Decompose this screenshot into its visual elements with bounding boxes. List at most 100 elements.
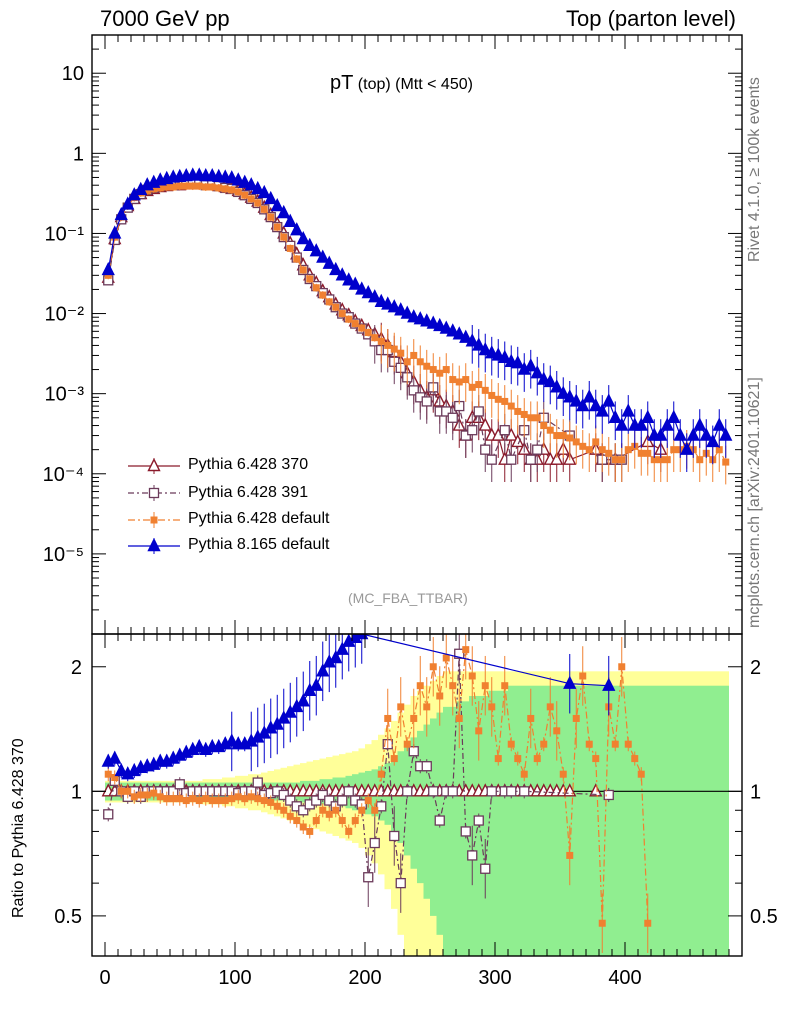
data-point-p8-default [342,272,356,286]
data-point-p6-default [546,426,554,434]
x-tick-label: 200 [348,967,381,989]
data-point-p8-default [439,320,453,334]
ratio-point-p6-default [111,774,119,782]
ratio-point-p8-default [108,750,122,764]
ratio-point-p6-default [208,797,216,805]
data-point-p6-default [722,458,730,466]
data-point-p6-default [293,255,301,263]
ratio-point-p6-default [247,793,255,801]
ratio-point-p6-default [468,672,476,680]
band-green-bin [508,685,515,956]
data-point-p6-default [351,320,359,328]
data-point-p6-default [650,456,658,464]
data-point-p6-391 [467,425,478,436]
data-point-p8-default [595,403,609,417]
data-point-p6-default [104,271,112,279]
ratio-point-p6-default [345,827,353,835]
data-point-p6-default [507,402,515,410]
data-point-p6-default [429,366,437,374]
ratio-point-p6-default [150,789,158,797]
plot-title-sub: (top) (Mtt < 450) [357,76,473,93]
band-green-bin [670,685,677,956]
side-label-mcplots: mcplots.cern.ch [arXiv:2401.10621] [746,377,763,628]
data-point-p6-default [475,381,483,389]
ratio-point-p6-391 [519,786,530,797]
data-point-p6-391 [499,425,510,436]
x-tick-label: 0 [99,967,110,989]
data-point-p6-default [150,185,158,193]
data-point-p6-default [624,446,632,454]
y-tick-label-main: 10⁻⁴ [43,464,84,486]
x-tick-label: 400 [608,967,641,989]
ratio-point-p6-default [364,797,372,805]
data-point-p8-default [680,441,694,455]
data-point-p6-default [221,185,229,193]
y-tick-label-ratio: 1 [71,781,82,803]
band-green-bin [521,685,528,956]
ratio-point-p6-default [644,919,652,927]
ratio-point-p6-default [533,755,541,763]
data-point-p6-default [579,442,587,450]
ratio-point-p8-default [296,693,310,707]
data-point-p8-default [478,342,492,356]
ratio-point-p6-default [312,817,320,825]
ratio-point-p6-default [306,827,314,835]
ratio-point-p6-default [176,795,184,803]
band-green-bin [586,685,593,956]
data-point-p6-default [345,315,353,323]
data-point-p8-default [283,213,297,227]
data-point-p8-default [465,333,479,347]
ratio-point-p6-default [293,817,301,825]
ratio-series-group [101,634,652,953]
analysis-tag: (MC_FBA_TTBAR) [348,590,468,606]
ratio-point-p6-391 [473,815,484,826]
data-point-p8-default [387,299,401,313]
y-tick-label-main: 10 [62,63,84,85]
ratio-point-p6-391 [428,786,439,797]
band-green-bin [456,701,463,956]
ratio-point-p6-391 [395,877,406,889]
band-green-bin [618,685,625,956]
data-point-p6-default [358,324,366,332]
data-point-p6-default [189,182,197,190]
data-point-p8-default [303,237,317,252]
y-tick-label-ratio-right: 2 [750,657,761,679]
data-point-p6-default [468,383,476,391]
ratio-point-p8-default [355,634,369,640]
band-green-bin [430,718,437,916]
ratio-line-p6-default [108,649,649,924]
ratio-point-p6-default [637,770,645,778]
data-point-p6-default [559,432,567,440]
data-point-p6-default [364,329,372,337]
ratio-point-p6-default [377,770,385,778]
data-point-p6-default [449,376,457,384]
data-point-p8-default [712,417,726,431]
band-green-bin [410,737,417,869]
band-green-bin [703,685,710,956]
data-point-p8-default [381,296,395,310]
ratio-point-p6-default [455,714,463,722]
ratio-point-p6-default [592,755,600,763]
band-green-bin [501,690,508,956]
ratio-point-p6-default [488,703,496,711]
data-point-p6-default [520,410,528,418]
ratio-point-p8-default [563,675,577,689]
data-point-p6-391 [480,444,491,455]
ratio-point-p6-391 [603,789,614,801]
data-point-p6-default [397,349,405,357]
legend-label-p6-391: Pythia 6.428 391 [188,484,309,501]
ratio-point-p6-default [416,682,424,690]
data-point-p8-default [361,285,375,299]
y-tick-label-ratio: 2 [71,657,82,679]
ratio-point-p6-default [481,682,489,690]
ratio-point-p6-391 [317,789,328,801]
data-point-p6-default [215,184,223,192]
band-green-bin [566,685,573,956]
ratio-point-p6-default [494,755,502,763]
legend-label-p6-default: Pythia 6.428 default [188,510,330,527]
data-point-p8-default [335,267,349,281]
band-green-bin [722,685,729,956]
data-point-p8-default [121,196,135,210]
data-point-p6-default [306,275,314,283]
data-point-p6-default [481,386,489,394]
